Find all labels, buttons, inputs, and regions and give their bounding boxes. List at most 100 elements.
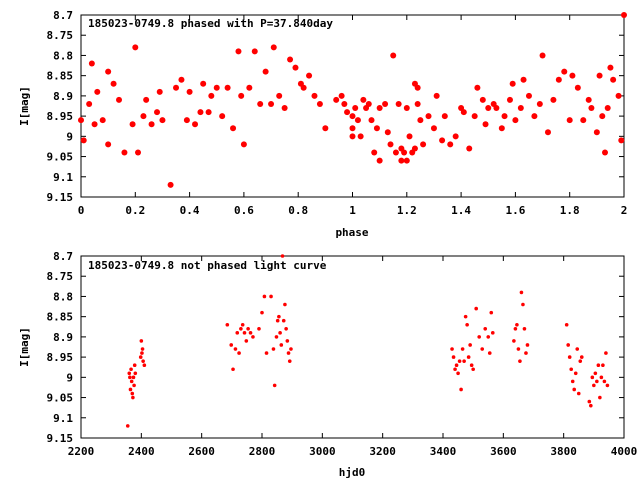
unphased-data-point (281, 318, 286, 323)
phased-data-point (349, 113, 356, 120)
unphased-data-point (579, 355, 584, 359)
phased-data-point (341, 100, 348, 107)
unphased-data-point (280, 254, 285, 258)
unphased-y-tick-label: 9.15 (47, 432, 74, 445)
phased-data-point (121, 149, 128, 156)
unphased-data-point (229, 343, 234, 347)
phased-data-point (509, 80, 516, 87)
unphased-y-tick-label: 8.9 (53, 331, 73, 344)
phased-data-point (593, 129, 600, 136)
phased-data-point (156, 88, 163, 95)
phased-data-point (371, 149, 378, 156)
unphased-data-point (474, 306, 478, 311)
phased-x-tick-label: 2 (621, 204, 628, 217)
phased-x-tick-label: 1.4 (451, 204, 471, 217)
phased-data-point (493, 105, 500, 112)
unphased-data-point (260, 310, 264, 315)
unphased-axis-ticks: 2200 2400 2600 2800 3000 3200 3400 3600 3800 4000… (47, 250, 638, 458)
unphased-data-point (262, 294, 267, 299)
unphased-data-point (286, 351, 291, 355)
unphased-data-point (480, 347, 485, 351)
unphased-x-tick-label: 4000 (611, 445, 638, 458)
unphased-data-point (486, 335, 491, 339)
phased-data-point (132, 44, 139, 51)
unphased-data-point (125, 424, 130, 428)
unphased-data-point (240, 322, 245, 327)
phased-data-point (200, 80, 207, 87)
phased-data-point (596, 72, 603, 79)
phased-data-point (615, 92, 622, 99)
phased-data-point (129, 121, 136, 128)
phased-y-tick-label: 9 (66, 130, 73, 143)
unphased-data-point (483, 327, 488, 331)
phased-data-point (403, 157, 410, 164)
unphased-data-point (477, 335, 482, 339)
phased-data-point (99, 117, 106, 124)
phased-data-point (148, 121, 155, 128)
unphased-plot-title: 185023-0749.8 not phased light curve (88, 259, 327, 272)
phased-data-point (599, 113, 606, 120)
phased-data-point (555, 76, 562, 83)
phased-data-point (574, 84, 581, 91)
unphased-data-point (471, 367, 475, 372)
phased-data-point (116, 96, 123, 103)
phased-data-point (430, 125, 437, 132)
phased-data-point (238, 92, 245, 99)
phased-data-point (561, 68, 568, 75)
unphased-data-point (140, 351, 144, 355)
unphased-data-point (518, 359, 522, 363)
unphased-data-point (516, 347, 521, 351)
unphased-x-tick-label: 3200 (369, 445, 396, 458)
phased-data-point (192, 121, 199, 128)
unphased-data-point (465, 322, 469, 327)
phased-data-point (197, 109, 204, 116)
unphased-data-point (593, 371, 598, 376)
phased-data-point (425, 113, 432, 120)
phased-data-point (240, 141, 247, 148)
unphased-data-point (521, 302, 525, 307)
phased-data-point (357, 133, 364, 140)
unphased-data-point (490, 331, 495, 335)
unphased-data-point (522, 327, 527, 331)
unphased-y-tick-label: 9.05 (47, 392, 74, 405)
phased-y-tick-label: 8.95 (47, 110, 74, 123)
phased-x-tick-label: 0.6 (234, 204, 254, 217)
unphased-data-point (601, 363, 605, 368)
phased-data-point (167, 181, 174, 188)
phased-data-point (246, 84, 253, 91)
phased-x-tick-label: 1.8 (560, 204, 580, 217)
unphased-data-point (466, 355, 471, 359)
unphased-data-point (453, 367, 457, 372)
unphased-y-tick-label: 9 (66, 371, 73, 384)
phased-data-point (360, 96, 367, 103)
phased-data-point (414, 84, 421, 91)
unphased-data-point (257, 327, 261, 331)
unphased-x-tick-label: 2200 (68, 445, 95, 458)
phased-data-point (471, 113, 478, 120)
unphased-data-point (251, 335, 255, 339)
unphased-x-tick-label: 3800 (550, 445, 577, 458)
unphased-data-point (246, 327, 250, 331)
phased-data-point (78, 117, 84, 124)
phased-data-point (403, 105, 410, 112)
unphased-y-tick-label: 8.8 (53, 290, 73, 303)
phased-data-point (474, 84, 481, 91)
unphased-y-tick-label: 8.7 (53, 250, 73, 263)
phased-data-point (268, 100, 275, 107)
phased-x-tick-label: 0 (78, 204, 85, 217)
phased-data-point (281, 105, 288, 112)
phased-data-point (333, 96, 340, 103)
unphased-data-point (570, 379, 575, 384)
unphased-data-point (572, 387, 577, 392)
phased-data-point (94, 88, 101, 95)
unphased-data-point (271, 347, 276, 351)
unphased-data-point (599, 375, 604, 380)
unphased-data-point (141, 359, 145, 363)
unphased-data-point (489, 310, 494, 315)
phased-data-point (235, 48, 242, 55)
phased-data-point (270, 44, 277, 51)
phased-data-point (420, 141, 427, 148)
unphased-data-point (567, 355, 572, 359)
